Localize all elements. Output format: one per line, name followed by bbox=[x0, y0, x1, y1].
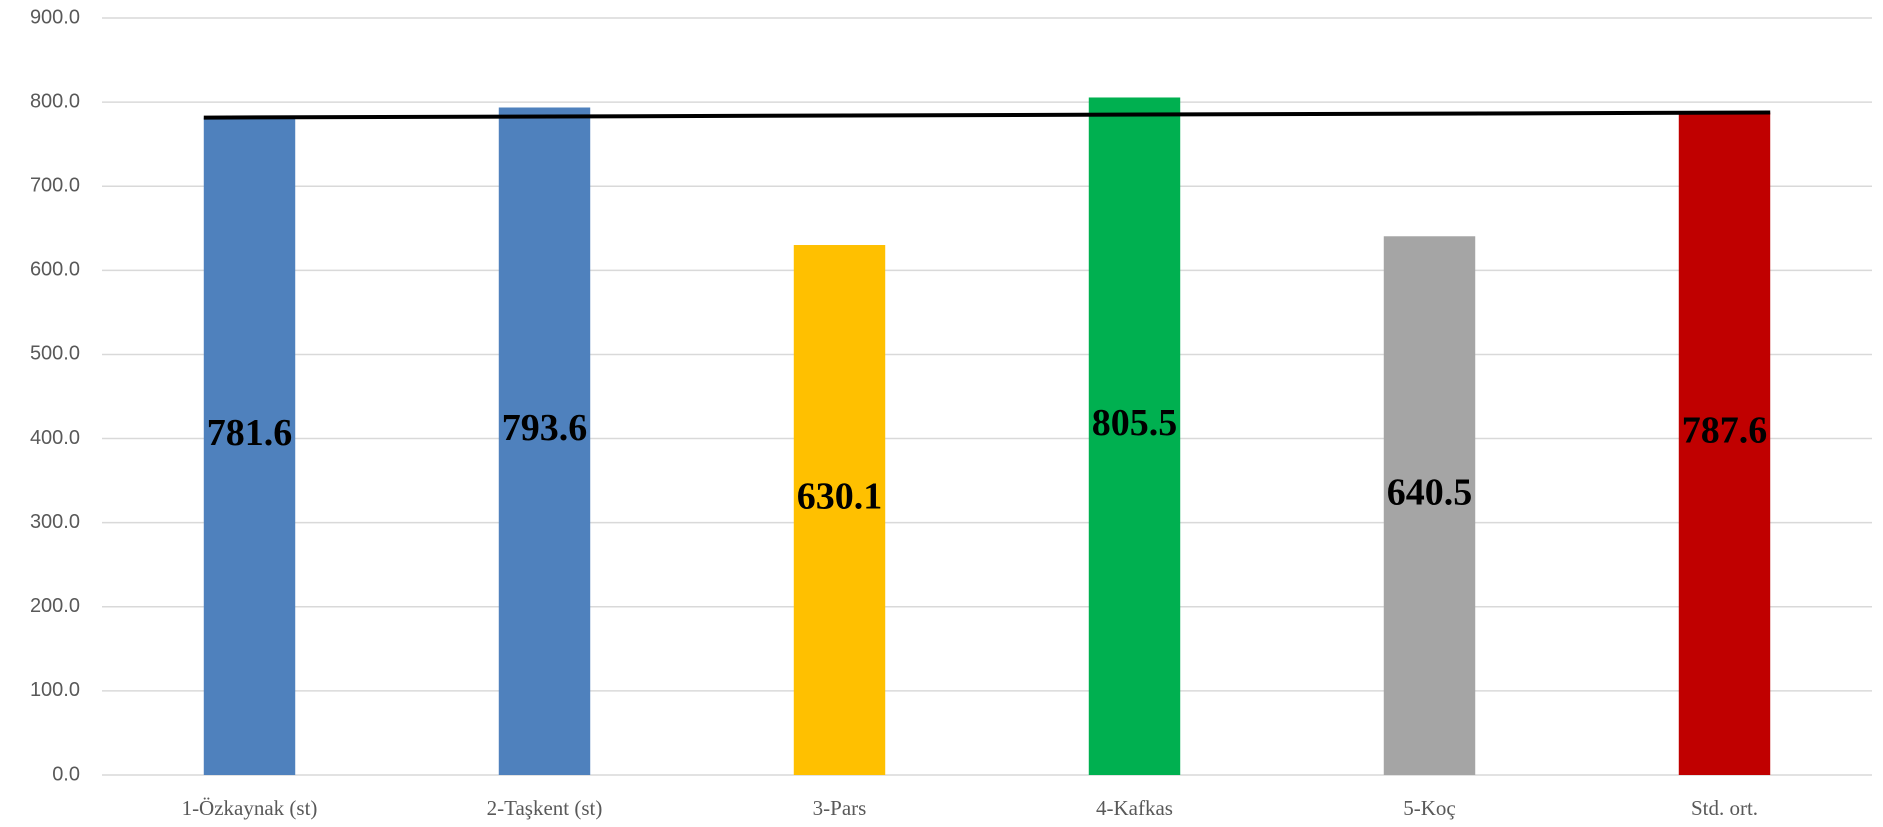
y-tick-label: 200.0 bbox=[30, 595, 80, 617]
x-tick-label: 4-Kafkas bbox=[1096, 796, 1173, 820]
x-tick-label: 3-Pars bbox=[813, 796, 867, 820]
y-tick-label: 0.0 bbox=[52, 763, 80, 785]
x-tick-label: 5-Koç bbox=[1403, 796, 1455, 820]
y-tick-label: 400.0 bbox=[30, 427, 80, 449]
y-tick-label: 100.0 bbox=[30, 679, 80, 701]
x-tick-label: 1-Özkaynak (st) bbox=[182, 796, 318, 820]
value-label: 630.1 bbox=[797, 476, 883, 518]
y-tick-label: 900.0 bbox=[30, 6, 80, 28]
y-tick-label: 800.0 bbox=[30, 90, 80, 112]
bar bbox=[1088, 97, 1181, 776]
bar bbox=[1383, 236, 1476, 776]
reference-line bbox=[203, 110, 1771, 120]
y-tick-label: 500.0 bbox=[30, 343, 80, 365]
bar bbox=[793, 245, 886, 776]
bar bbox=[1678, 112, 1771, 775]
value-label: 805.5 bbox=[1092, 402, 1178, 444]
bar bbox=[203, 117, 296, 776]
bar bbox=[498, 107, 591, 776]
y-tick-label: 600.0 bbox=[30, 259, 80, 281]
x-tick-label: 2-Taşkent (st) bbox=[487, 796, 603, 820]
value-label: 781.6 bbox=[207, 412, 293, 454]
value-label: 787.6 bbox=[1682, 409, 1768, 451]
y-tick-label: 700.0 bbox=[30, 175, 80, 197]
value-label: 793.6 bbox=[502, 407, 588, 449]
x-tick-label: Std. ort. bbox=[1691, 796, 1758, 820]
value-label: 640.5 bbox=[1387, 471, 1473, 513]
y-tick-label: 300.0 bbox=[30, 511, 80, 533]
